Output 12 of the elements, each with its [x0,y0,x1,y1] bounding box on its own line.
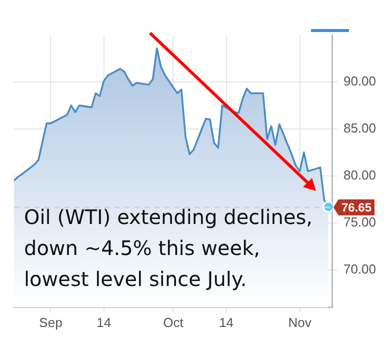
y-tick-label: 70.00 [343,261,376,276]
x-tick-label: Oct [163,314,184,330]
x-tick-label: 14 [219,314,234,330]
x-tick-label: 14 [96,314,112,330]
ref-line-label: 76.65 [341,200,372,215]
x-tick-label: Nov [288,314,312,330]
y-tick-label: 85.00 [343,120,376,136]
annotation: Oil (WTI) extending declines, down ~4.5% this week, lowest level since July. [24,204,314,293]
y-tick-label: 80.00 [343,167,376,182]
y-tick-label: 90.00 [343,74,376,89]
x-tick-label: Sep [39,314,62,330]
y-tick-label: 75.00 [343,214,376,230]
